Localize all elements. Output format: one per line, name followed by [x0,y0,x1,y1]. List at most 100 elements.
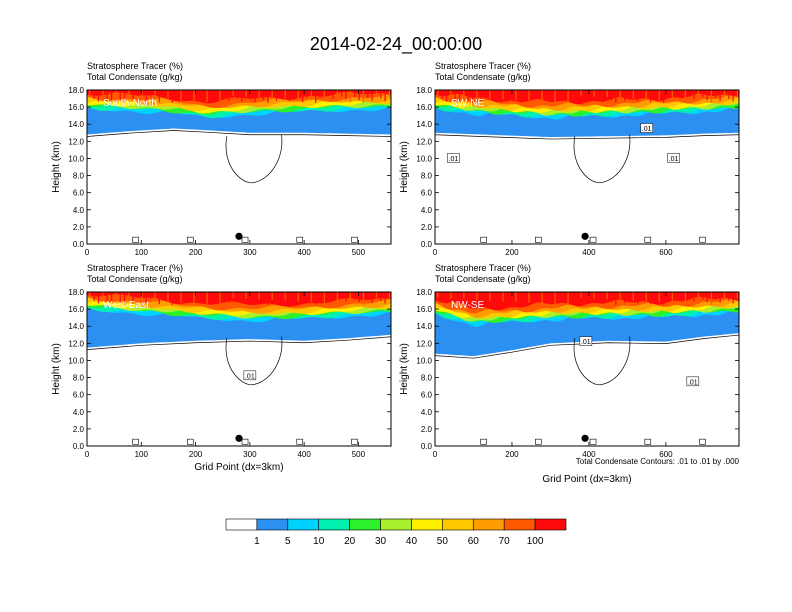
tracer-streak [597,90,600,100]
tracer-streak [254,292,256,305]
y-tick-label: 12.0 [68,137,84,146]
colorbar-swatch [256,518,289,531]
tracer-streak [528,90,530,101]
tracer-streak [458,90,461,103]
location-marker [581,434,589,442]
tracer-streak [328,90,330,96]
contour-tag-box [686,376,700,387]
tracer-streak [628,292,630,298]
tracer-streak [341,292,343,299]
tracer-streak [554,90,556,103]
tracer-streak [537,292,539,301]
tracer-streak [132,292,134,303]
tracer-streak [606,292,608,300]
tracer-streak [254,90,256,103]
y-tick-label: 12.0 [416,137,432,146]
condensate-contour [699,236,706,243]
contour-tag-box [447,153,460,163]
tracer-streak [241,90,243,102]
y-tick-label: 2.0 [421,425,433,434]
tracer-streak [632,90,634,99]
tracer-streak [371,292,373,303]
tracer-streak [301,90,304,103]
tracer-streak [632,292,634,301]
tracer-streak [545,292,548,299]
x-tick-label: 400 [297,248,311,257]
tracer-streak [467,90,469,101]
y-axis-label: Height (km) [399,141,410,193]
x-tick-label: 0 [433,450,438,459]
tracer-streak [319,292,321,301]
tracer-streak [267,292,269,305]
tracer-streak [571,90,574,99]
tracer-streak [732,292,734,304]
panel-name: South-North [103,98,157,109]
tracer-streak [541,292,543,304]
panels: Stratosphere Tracer (%)Total Condensate … [51,61,740,485]
tracer-streak [471,90,474,103]
colorbar-swatch [534,518,567,531]
panel-title-line: Stratosphere Tracer (%) [435,61,531,71]
tracer-streak [628,90,630,96]
tracer-streak [506,90,508,103]
tracer-streak [110,90,113,103]
tracer-streak [158,292,160,305]
tracer-streak [580,90,582,96]
tracer-field [87,292,391,445]
tracer-streak [519,90,521,103]
tracer-streak [493,292,495,304]
tracer-streak [676,90,678,96]
tracer-streak [310,90,312,101]
tracer-streak [706,90,708,101]
tracer-streak [280,292,282,298]
tracer-streak [463,90,465,98]
tracer-streak [163,292,165,300]
tracer-streak [667,292,669,301]
tracer-streak [380,292,382,301]
tracer-streak [441,90,443,99]
tracer-streak [189,292,191,301]
tracer-field [87,90,391,243]
x-tick-label: 600 [659,450,673,459]
x-tick-label: 400 [582,248,596,257]
tracer-streak [689,90,691,97]
colorbar-swatch [503,518,536,531]
tracer-streak [184,292,187,298]
tracer-streak [450,292,452,299]
x-tick-label: 100 [135,450,149,459]
condensate-contour [87,130,391,137]
tracer-streak [437,90,439,96]
x-tick-label: 600 [659,248,673,257]
x-axis-label: Grid Point (dx=3km) [194,462,283,473]
condensate-contour [435,334,739,359]
tracer-streak [680,90,682,99]
tracer-streak [93,292,95,301]
tracer-streak [219,292,221,305]
tracer-streak [306,292,308,300]
tracer-streak [341,90,343,97]
tracer-streak [515,292,517,303]
tracer-streak [454,90,456,100]
panel-sw-ne: Stratosphere Tracer (%)Total Condensate … [399,61,740,257]
panel-title-line: Stratosphere Tracer (%) [87,61,183,71]
tracer-streak [719,292,721,303]
x-tick-label: 300 [243,248,257,257]
y-tick-label: 6.0 [421,189,433,198]
tracer-streak [89,90,91,96]
condensate-contour [480,236,487,243]
x-tick-label: 300 [243,450,257,459]
y-tick-label: 6.0 [73,391,85,400]
tracer-streak [245,292,247,299]
tracer-streak [328,292,330,298]
x-tick-label: 0 [85,248,90,257]
contour-tag: .01 [642,126,652,133]
y-tick-label: 16.0 [416,103,432,112]
tracer-streak [106,90,108,100]
tracer-streak [450,90,452,97]
tracer-streak [480,292,482,303]
tracer-streak [110,292,113,305]
tracer-streak [654,90,656,98]
y-tick-label: 16.0 [68,103,84,112]
tracer-streak [671,292,673,303]
tracer-streak [141,292,143,301]
